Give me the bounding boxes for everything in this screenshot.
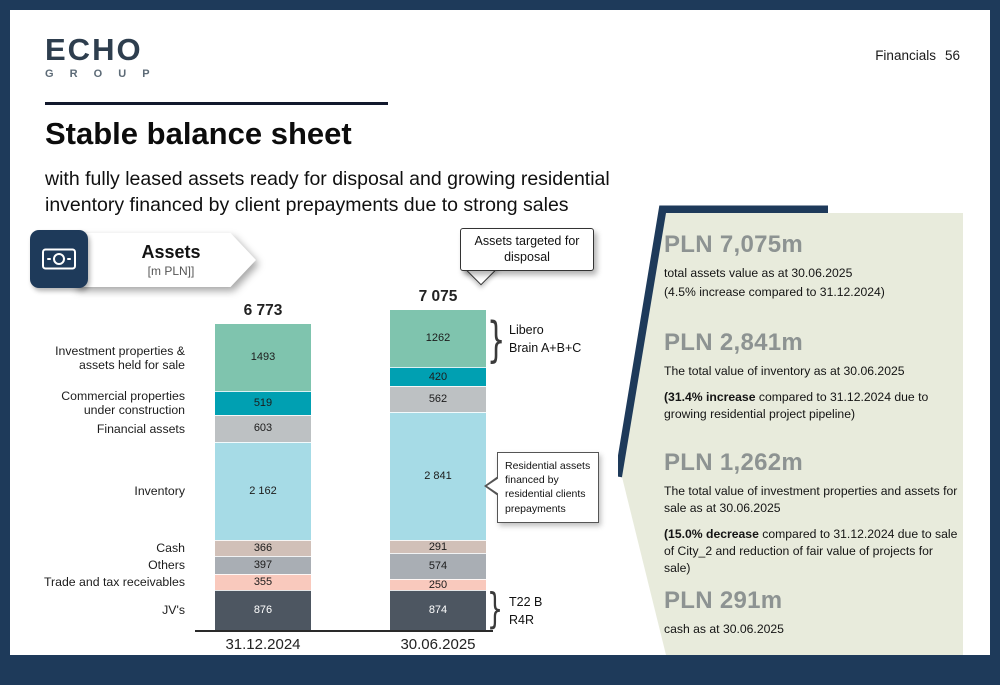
bar-segment: 876 — [215, 590, 311, 630]
x-axis-line — [195, 630, 493, 632]
bar-segment: 562 — [390, 386, 486, 412]
bar-segment: 420 — [390, 367, 486, 387]
category-row-label: JV's — [162, 603, 185, 618]
bar-segment: 519 — [215, 391, 311, 415]
key-figure-total-assets: PLN 7,075m total assets value as at 30.0… — [664, 231, 960, 301]
echo-group-logo: ECHO G R O U P — [45, 32, 157, 80]
category-row-label: Others — [148, 558, 185, 573]
libero-line-2: Brain A+B+C — [509, 340, 582, 355]
stacked-bar-31.12.2024: 1493 519 603 2 162 366 397 355 876 — [215, 323, 311, 630]
key-figure-desc-2: (4.5% increase compared to 31.12.2024) — [664, 285, 885, 300]
key-figure-desc: The total value of investment properties… — [664, 484, 958, 516]
assets-banner-unit: [m PLN]] — [147, 264, 195, 278]
key-figure-desc: The total value of inventory as at 30.06… — [664, 364, 905, 378]
stacked-bar-30.06.2025: 1262 420 562 2 841 291 574 250 874 — [390, 310, 486, 630]
subtitle-line-1: with fully leased assets ready for dispo… — [45, 168, 610, 190]
banknote-icon — [42, 248, 76, 270]
key-figure-desc: cash as at 30.06.2025 — [664, 622, 784, 636]
page-reference: Financials 56 — [875, 48, 960, 63]
segment-value: 1493 — [250, 351, 276, 364]
bar-segment: 1493 — [215, 323, 311, 392]
category-row-label: Cash — [156, 541, 185, 556]
section-label: Financials — [875, 48, 936, 63]
bar-total-label: 7 075 — [418, 288, 458, 306]
segment-value: 562 — [428, 392, 448, 405]
assets-icon-box — [30, 230, 88, 288]
bar-segment: 291 — [390, 540, 486, 554]
bar-segment: 397 — [215, 556, 311, 575]
libero-line-1: Libero — [509, 323, 544, 337]
segment-value: 355 — [253, 576, 273, 589]
disposal-callout: Assets targeted for disposal — [460, 228, 594, 271]
key-figure-cash: PLN 291m cash as at 30.06.2025 — [664, 587, 960, 638]
bar-segment: 366 — [215, 539, 311, 557]
segment-value: 397 — [253, 559, 273, 572]
jv-line-2: R4R — [509, 612, 535, 627]
segment-value: 876 — [253, 604, 273, 617]
bar-segment: 355 — [215, 574, 311, 591]
bar-segment: 2 162 — [215, 442, 311, 540]
slide: ECHO G R O U P Financials 56 Stable balan… — [10, 10, 990, 655]
key-figure-desc-2: (31.4% increase compared to 31.12.2024 d… — [664, 390, 929, 422]
page-title: Stable balance sheet — [45, 116, 352, 151]
segment-value: 291 — [428, 540, 448, 553]
segment-value: 366 — [253, 542, 273, 555]
bar-segment: 574 — [390, 553, 486, 580]
segment-value: 874 — [428, 604, 448, 617]
bar-segment: 874 — [390, 590, 486, 630]
stacked-bar-chart: 1493 519 603 2 162 366 397 355 876 6 773 31.12.20… — [10, 10, 990, 655]
assets-banner-label: Assets — [141, 242, 201, 262]
logo-name: ECHO — [45, 32, 143, 67]
page-subtitle: with fully leased assets ready for dispo… — [45, 167, 610, 219]
key-figure-value: PLN 7,075m — [664, 231, 804, 258]
axis-category-label: 31.12.2024 — [225, 636, 301, 653]
segment-value: 519 — [253, 397, 273, 410]
key-figure-inventory: PLN 2,841m The total value of inventory … — [664, 329, 960, 423]
brace-bottom-icon: } — [487, 584, 504, 633]
subtitle-line-2: inventory financed by client prepayments… — [45, 193, 569, 216]
page-number: 56 — [944, 48, 960, 63]
segment-value: 1262 — [425, 332, 451, 345]
axis-category-label: 30.06.2025 — [400, 636, 476, 653]
segment-value: 574 — [428, 560, 448, 573]
category-row-label: Commercial properties under construction — [61, 389, 185, 418]
category-row-label: Trade and tax receivables — [43, 575, 185, 590]
category-row-label: Investment properties & assets held for … — [55, 343, 185, 372]
key-figure-value: PLN 291m — [664, 587, 783, 614]
panel-shape — [618, 205, 963, 655]
category-row-label: Financial assets — [96, 421, 185, 436]
segment-value: 603 — [253, 422, 273, 435]
segment-value: 2 162 — [249, 484, 277, 497]
assets-banner: Assets [m PLN]] — [74, 233, 256, 287]
bar-segment: 250 — [390, 578, 486, 591]
key-figure-value: PLN 2,841m — [664, 329, 804, 356]
key-figure-investment-properties: PLN 1,262m The total value of investment… — [664, 449, 960, 577]
key-figure-value: PLN 1,262m — [664, 449, 804, 476]
bar-segment: 1262 — [390, 310, 486, 368]
logo-subtitle: G R O U P — [45, 67, 157, 80]
category-row-label: Inventory — [134, 483, 185, 498]
header-divider — [45, 102, 388, 105]
brace-top-icon: } — [487, 312, 506, 368]
left-arrow-icon — [487, 478, 499, 494]
assets-banner-shape: Assets [m PLN]] — [74, 233, 256, 287]
key-figure-desc: total assets value as at 30.06.2025 — [664, 266, 853, 280]
residential-callout: Residential assets financed by residenti… — [497, 452, 599, 523]
jv-line-1: T22 B — [509, 595, 543, 609]
key-figures-panel: PLN 7,075m total assets value as at 30.0… — [618, 205, 963, 655]
bar-segment: 2 841 — [390, 411, 486, 541]
segment-value: 250 — [428, 578, 448, 591]
libero-label: Libero Brain A+B+C — [509, 322, 581, 357]
key-figure-desc-2: (15.0% decrease compared to 31.12.2024 d… — [664, 527, 958, 576]
bar-segment: 603 — [215, 414, 311, 443]
segment-value: 2 841 — [424, 469, 452, 482]
bar-total-label: 6 773 — [243, 301, 283, 319]
segment-value: 420 — [428, 370, 448, 383]
jv-projects-label: T22 B R4R — [509, 594, 542, 629]
